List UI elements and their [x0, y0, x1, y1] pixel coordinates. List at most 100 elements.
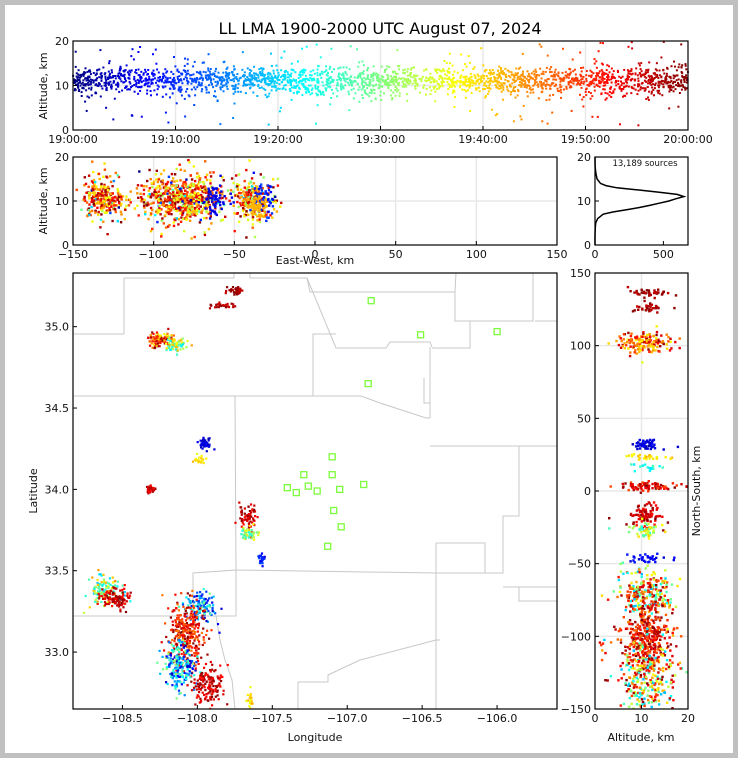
source-point [106, 209, 110, 212]
source-point [202, 70, 205, 73]
source-point [198, 456, 201, 459]
source-point [441, 85, 444, 88]
source-point [649, 82, 651, 85]
source-point [241, 518, 244, 521]
source-point [438, 78, 441, 81]
source-point [275, 81, 278, 84]
source-point [228, 72, 231, 74]
source-point [423, 69, 425, 72]
source-point [104, 597, 107, 601]
source-point [263, 210, 266, 214]
source-point [102, 597, 105, 600]
source-point [500, 67, 502, 69]
source-point [456, 71, 459, 74]
source-point [387, 87, 390, 90]
source-point [491, 108, 494, 111]
source-point [90, 189, 93, 192]
source-point [128, 88, 131, 91]
source-point [320, 93, 323, 96]
source-point [172, 343, 175, 346]
source-point [264, 190, 267, 193]
source-point [396, 72, 399, 75]
source-point [626, 74, 629, 77]
source-point [173, 637, 176, 640]
source-point [379, 81, 382, 84]
source-point [340, 83, 343, 86]
source-point [321, 90, 324, 93]
source-point [155, 196, 159, 199]
source-point [119, 73, 122, 75]
source-point [234, 85, 237, 88]
source-point [488, 84, 491, 87]
source-point [200, 454, 203, 458]
source-point [475, 88, 478, 91]
source-point [105, 175, 108, 178]
source-point [191, 614, 194, 617]
source-point [249, 194, 253, 197]
source-point [181, 82, 184, 85]
source-point [495, 86, 498, 89]
source-point [212, 86, 215, 89]
source-point [213, 95, 215, 97]
source-point [142, 192, 145, 196]
source-point [336, 89, 339, 92]
source-point [271, 79, 274, 81]
source-point [358, 61, 361, 64]
source-point [478, 90, 481, 93]
source-point [203, 231, 206, 234]
source-point [271, 205, 275, 208]
source-point [219, 203, 222, 207]
source-point [156, 88, 159, 91]
source-point [91, 576, 94, 579]
source-point [671, 86, 674, 89]
source-point [544, 70, 547, 73]
source-point [216, 83, 219, 86]
source-point [162, 169, 166, 172]
source-point [243, 79, 246, 82]
source-point [96, 202, 99, 205]
source-point [529, 86, 532, 89]
source-point [299, 71, 302, 74]
source-point [398, 92, 401, 95]
source-point [267, 210, 270, 213]
source-point [250, 534, 253, 537]
source-point [164, 335, 167, 339]
source-point [236, 212, 239, 215]
source-point [680, 81, 683, 84]
source-point [461, 69, 464, 72]
source-point [194, 457, 197, 461]
source-point [560, 85, 563, 88]
source-point [542, 73, 545, 76]
source-point [210, 200, 214, 203]
source-point [223, 60, 226, 63]
source-point [211, 601, 214, 604]
source-point [242, 203, 245, 206]
source-point [615, 84, 618, 87]
source-point [453, 70, 456, 73]
source-point [352, 81, 355, 84]
source-point [90, 205, 93, 209]
source-point [195, 197, 199, 200]
source-point [186, 637, 189, 640]
source-point [522, 70, 524, 73]
source-point [414, 81, 417, 84]
source-point [303, 71, 306, 74]
source-point [530, 88, 533, 91]
source-point [232, 77, 235, 80]
source-point [207, 69, 210, 72]
source-point [121, 588, 124, 592]
source-point [595, 84, 598, 86]
y-axis-label: Altitude, km [37, 167, 50, 234]
source-point [465, 75, 468, 78]
source-point [173, 202, 177, 205]
source-point [608, 90, 611, 93]
source-point [638, 83, 641, 86]
source-point [226, 78, 228, 81]
source-point [186, 638, 189, 641]
county-border [436, 542, 486, 573]
source-point [118, 605, 121, 608]
y-axis-label: Altitude, km [37, 52, 50, 119]
source-point [372, 79, 375, 82]
source-point [221, 76, 224, 79]
source-point [124, 208, 127, 211]
